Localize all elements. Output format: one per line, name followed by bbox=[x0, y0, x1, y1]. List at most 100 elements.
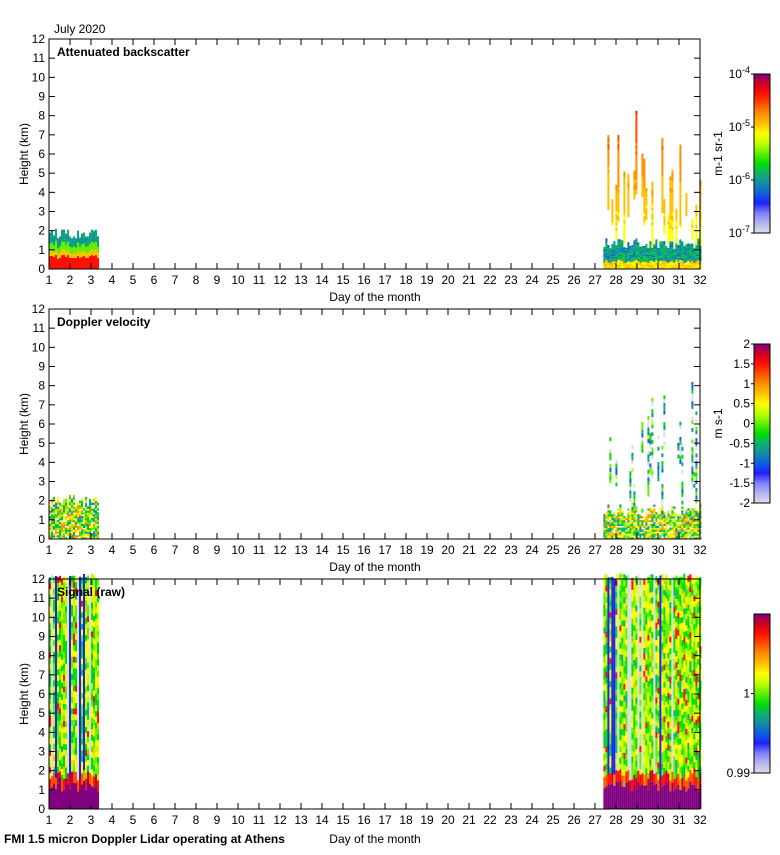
heatmap-cell bbox=[643, 219, 645, 222]
heatmap-cell bbox=[669, 220, 671, 223]
heatmap-cell bbox=[65, 721, 67, 727]
heatmap-cell bbox=[61, 613, 63, 619]
heatmap-cell bbox=[611, 208, 613, 211]
heatmap-cell bbox=[669, 223, 671, 226]
heatmap-cell bbox=[663, 219, 665, 222]
heatmap-cell bbox=[59, 714, 61, 720]
heatmap-cell bbox=[67, 640, 69, 646]
heatmap-cell bbox=[671, 172, 673, 175]
heatmap-cell bbox=[695, 469, 697, 473]
heatmap-cell bbox=[607, 207, 609, 210]
heatmap-cell bbox=[647, 493, 649, 497]
heatmap-cell bbox=[67, 750, 69, 756]
heatmap-cell bbox=[671, 187, 673, 190]
heatmap-cell bbox=[89, 623, 91, 629]
heatmap-cell bbox=[65, 686, 67, 692]
heatmap-cell bbox=[609, 449, 611, 453]
colorbar-tick-label: 10-4 bbox=[729, 65, 750, 81]
heatmap-cell bbox=[51, 787, 53, 809]
heatmap-cell bbox=[55, 748, 57, 754]
heatmap-cell bbox=[667, 241, 669, 244]
heatmap-cell bbox=[639, 520, 641, 522]
heatmap-cell bbox=[669, 231, 671, 234]
heatmap-cell bbox=[667, 218, 669, 221]
x-tick-label: 32 bbox=[693, 273, 707, 287]
heatmap-cell bbox=[669, 202, 671, 205]
heatmap-cell bbox=[79, 738, 81, 744]
heatmap-cell bbox=[77, 751, 79, 757]
heatmap-cell bbox=[657, 522, 659, 524]
heatmap-cell bbox=[645, 205, 647, 208]
heatmap-cell bbox=[691, 455, 693, 459]
heatmap-cell bbox=[53, 720, 55, 726]
heatmap-cell bbox=[57, 709, 59, 715]
heatmap-cell bbox=[675, 235, 677, 238]
heatmap-cell bbox=[87, 765, 89, 771]
heatmap-cell bbox=[79, 755, 81, 761]
heatmap-cell bbox=[77, 757, 79, 763]
x-tick-label: 15 bbox=[336, 543, 350, 557]
heatmap-cell bbox=[85, 721, 87, 727]
heatmap-cell bbox=[55, 616, 57, 622]
colorbar-tick-label: -1.5 bbox=[729, 476, 750, 490]
heatmap-cell bbox=[77, 694, 79, 700]
heatmap-cell bbox=[79, 640, 81, 646]
heatmap-cell bbox=[85, 635, 87, 641]
heatmap-cell bbox=[73, 783, 75, 809]
heatmap-cell bbox=[651, 524, 653, 526]
heatmap-cell bbox=[89, 669, 91, 675]
heatmap-cell bbox=[89, 606, 91, 612]
y-tick-label: 11 bbox=[33, 321, 46, 335]
heatmap-cell bbox=[69, 731, 71, 737]
heatmap-cell bbox=[635, 140, 637, 143]
heatmap-cell bbox=[63, 646, 65, 652]
heatmap-cell bbox=[65, 629, 67, 635]
y-tick-label: 8 bbox=[38, 379, 45, 393]
heatmap-cell bbox=[679, 179, 681, 182]
heatmap-cell bbox=[661, 511, 663, 515]
heatmap-cell bbox=[651, 245, 653, 248]
x-tick-label: 16 bbox=[357, 543, 371, 557]
x-tick-label: 29 bbox=[630, 543, 644, 557]
heatmap-cell bbox=[651, 210, 653, 213]
heatmap-cell bbox=[69, 708, 71, 714]
heatmap-cell bbox=[635, 163, 637, 166]
heatmap-cell bbox=[679, 153, 681, 156]
heatmap-cell bbox=[667, 215, 669, 218]
heatmap-cell bbox=[645, 208, 647, 211]
heatmap-cell bbox=[615, 234, 617, 237]
heatmap-cell bbox=[67, 755, 69, 761]
heatmap-cell bbox=[667, 529, 669, 531]
heatmap-cell bbox=[69, 605, 71, 611]
heatmap-cell bbox=[63, 516, 65, 518]
heatmap-cell bbox=[635, 191, 637, 194]
heatmap-cell bbox=[57, 726, 59, 732]
heatmap-cell bbox=[655, 524, 657, 526]
heatmap-cell bbox=[65, 755, 67, 761]
heatmap-cell bbox=[63, 749, 65, 755]
heatmap-cell bbox=[75, 506, 77, 508]
heatmap-cell bbox=[53, 640, 55, 646]
heatmap-cell bbox=[679, 188, 681, 191]
heatmap-cell bbox=[679, 211, 681, 214]
heatmap-cell bbox=[73, 662, 75, 668]
heatmap-cell bbox=[651, 413, 653, 417]
heatmap-cell bbox=[51, 603, 53, 609]
heatmap-cell bbox=[51, 776, 53, 788]
heatmap-cell bbox=[73, 748, 75, 754]
heatmap-cell bbox=[73, 622, 75, 628]
heatmap-cell bbox=[53, 784, 55, 809]
heatmap-cell bbox=[679, 514, 681, 516]
heatmap-cell bbox=[643, 196, 645, 199]
heatmap-cell bbox=[651, 440, 653, 444]
y-tick-label: 6 bbox=[38, 417, 45, 431]
heatmap-cell bbox=[679, 222, 681, 225]
heatmap-cell bbox=[623, 183, 625, 186]
heatmap-cell bbox=[69, 639, 71, 645]
heatmap-cell bbox=[65, 761, 67, 767]
heatmap-cell bbox=[641, 516, 643, 518]
heatmap-cell bbox=[73, 691, 75, 697]
heatmap-cell bbox=[649, 508, 651, 510]
heatmap-cell bbox=[87, 668, 89, 674]
heatmap-cell bbox=[81, 646, 83, 652]
